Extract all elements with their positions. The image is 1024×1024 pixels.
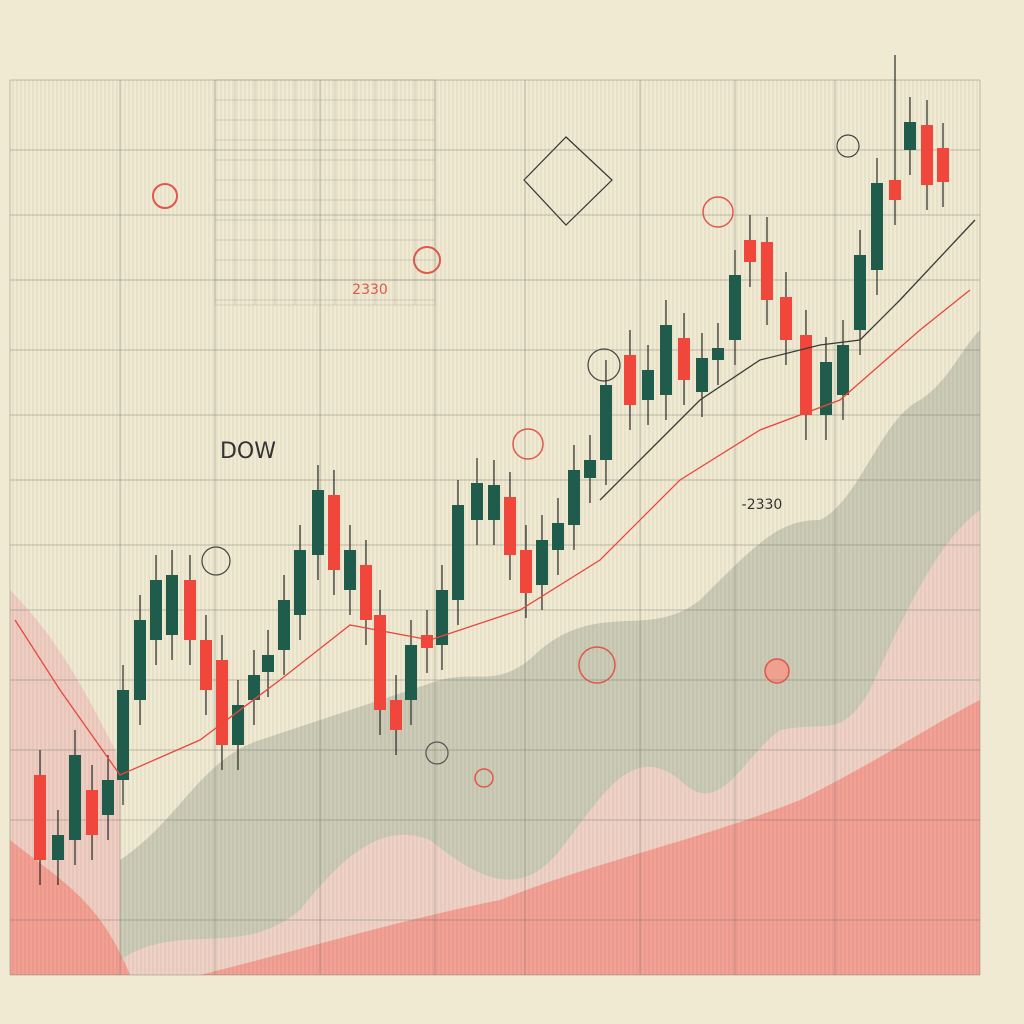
- candle-body: [921, 125, 933, 185]
- candle-body: [761, 242, 773, 300]
- marker: [587, 348, 621, 382]
- marker: [578, 646, 616, 684]
- candle-body: [854, 255, 866, 330]
- marker: [425, 741, 449, 765]
- candle-body: [312, 490, 324, 555]
- candle-body: [642, 370, 654, 400]
- marker: [836, 134, 860, 158]
- candle-body: [390, 700, 402, 730]
- candle-body: [871, 183, 883, 270]
- candle-body: [624, 355, 636, 405]
- candle-body: [360, 565, 372, 620]
- candle-body: [232, 705, 244, 745]
- candle-body: [328, 495, 340, 570]
- candle-body: [69, 755, 81, 840]
- candle-body: [837, 345, 849, 395]
- candle-body: [488, 485, 500, 520]
- candle-body: [117, 690, 129, 780]
- candle-body: [552, 523, 564, 550]
- candle-body: [262, 655, 274, 672]
- candle-body: [744, 240, 756, 262]
- candle-body: [678, 338, 690, 380]
- candle-body: [504, 497, 516, 555]
- candle-body: [937, 148, 949, 182]
- candle-body: [52, 835, 64, 860]
- candle-body: [471, 483, 483, 520]
- candle-body: [248, 675, 260, 700]
- marker: [512, 428, 544, 460]
- candle-body: [436, 590, 448, 645]
- candle-body: [374, 615, 386, 710]
- marker: [474, 768, 494, 788]
- candle-body: [584, 460, 596, 478]
- candle-body: [278, 600, 290, 650]
- moving-average-line: [599, 219, 976, 501]
- marker: [413, 246, 441, 274]
- diamond: [523, 136, 613, 226]
- candle-body: [34, 775, 46, 860]
- candle-body: [696, 358, 708, 392]
- candle-body: [405, 645, 417, 700]
- candle-body: [200, 640, 212, 690]
- annotation: 2330: [352, 282, 388, 298]
- marker: [764, 658, 790, 684]
- candle-body: [780, 297, 792, 340]
- candle-body: [344, 550, 356, 590]
- candle-body: [452, 505, 464, 600]
- candle-body: [520, 550, 532, 593]
- marker: [201, 546, 231, 576]
- candle-body: [660, 325, 672, 395]
- fine-grid: [214, 79, 436, 306]
- candle-body: [904, 122, 916, 150]
- candle-body: [568, 470, 580, 525]
- annotation: -2330: [742, 497, 783, 513]
- candle-body: [536, 540, 548, 585]
- candle-body: [889, 180, 901, 200]
- moving-average-line: [14, 289, 971, 776]
- candle-body: [150, 580, 162, 640]
- candle-body: [820, 362, 832, 415]
- candle-body: [166, 575, 178, 635]
- candle-body: [102, 780, 114, 815]
- marker: [152, 183, 178, 209]
- candle-body: [184, 580, 196, 640]
- background: [9, 79, 981, 976]
- marker: [702, 196, 734, 228]
- candle-body: [600, 385, 612, 460]
- candle-body: [294, 550, 306, 615]
- candle-body: [729, 275, 741, 340]
- candle-body: [134, 620, 146, 700]
- chart-title: DOW: [220, 439, 276, 464]
- candle-body: [712, 348, 724, 360]
- candle-body: [86, 790, 98, 835]
- candle-body: [421, 635, 433, 648]
- candle-body: [216, 660, 228, 745]
- candle-body: [800, 335, 812, 415]
